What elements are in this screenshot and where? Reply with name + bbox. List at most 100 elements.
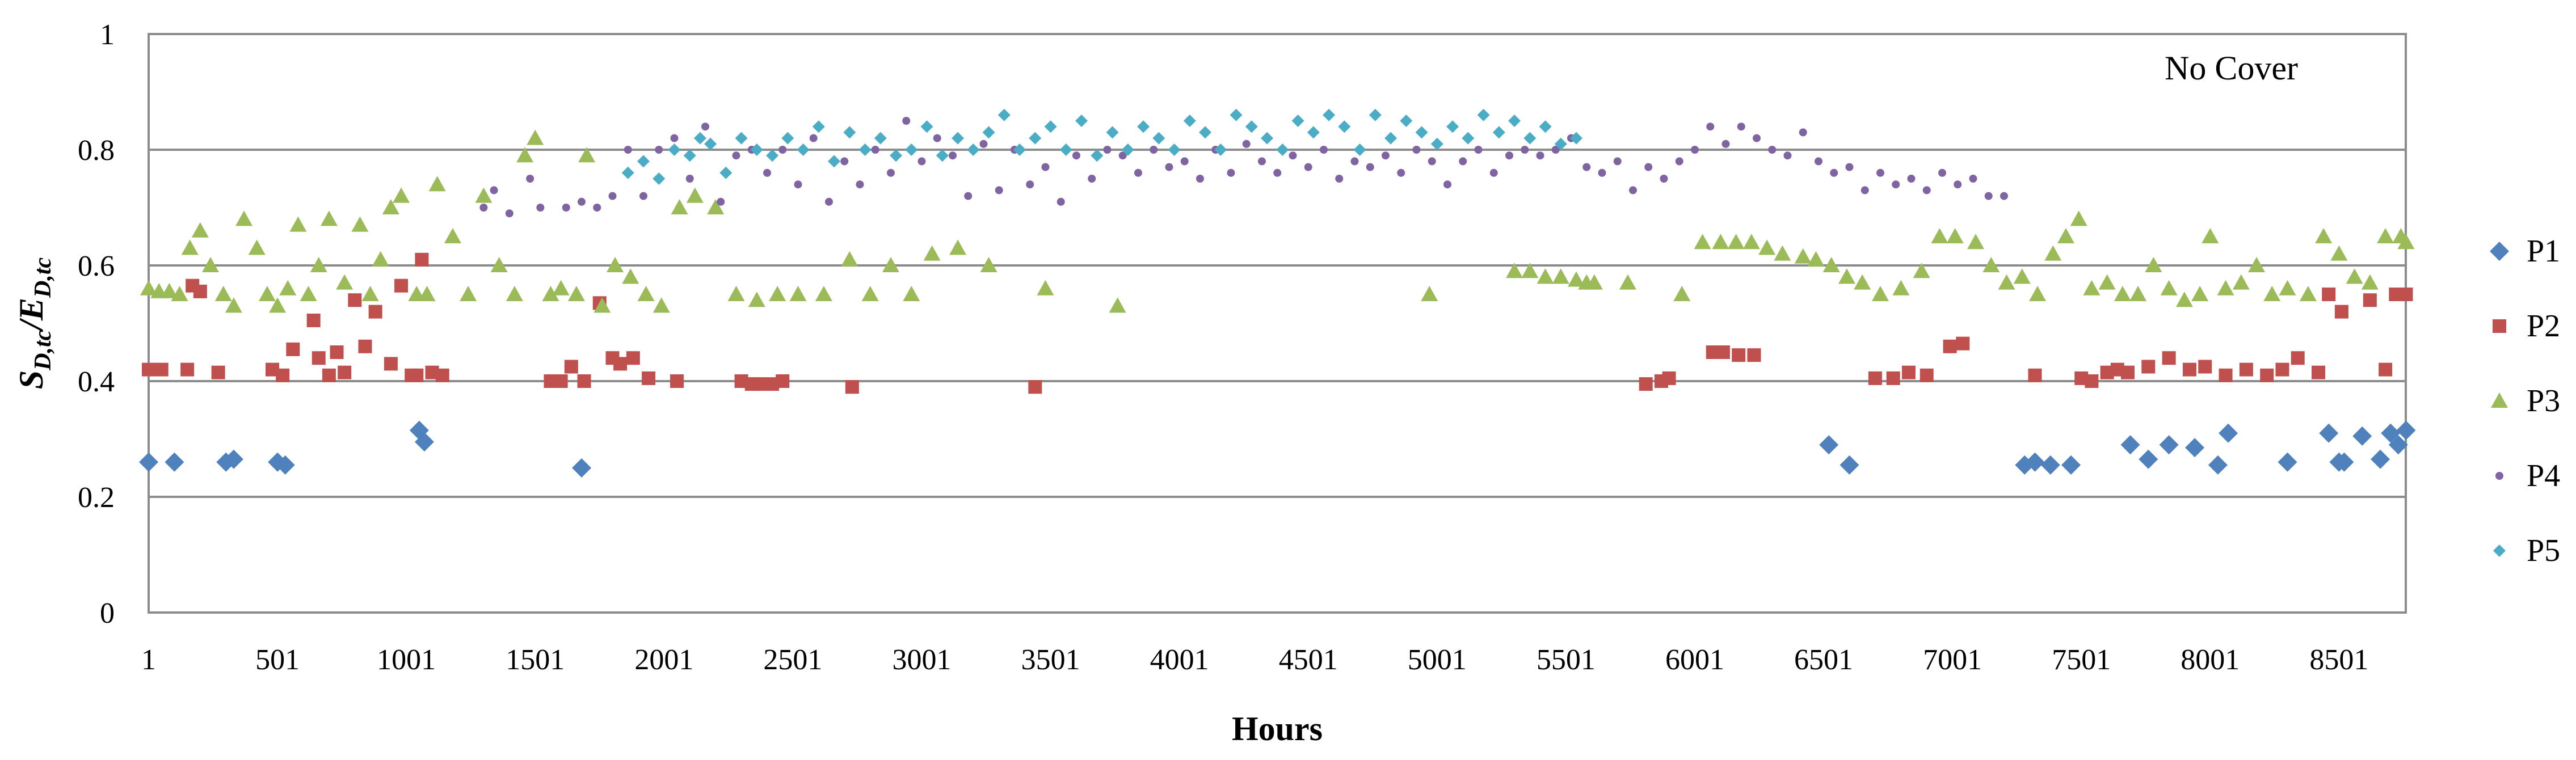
data-point-p4 bbox=[1150, 146, 1158, 154]
data-point-p2 bbox=[1868, 371, 1882, 385]
data-point-p3 bbox=[444, 228, 461, 243]
data-point-p2 bbox=[2379, 362, 2393, 377]
data-point-p5 bbox=[668, 143, 681, 156]
data-point-p5 bbox=[797, 143, 810, 156]
data-point-p3 bbox=[393, 187, 410, 203]
data-point-p3 bbox=[1758, 239, 1776, 255]
legend: P1 P2 P3 P4 P5 bbox=[2490, 234, 2560, 568]
data-point-p2 bbox=[2363, 293, 2377, 307]
data-point-p2 bbox=[384, 357, 398, 371]
data-point-p4 bbox=[778, 146, 787, 154]
y-axis-ticks: 0 0.2 0.4 0.6 0.8 1 bbox=[78, 19, 115, 630]
data-point-p3 bbox=[542, 286, 559, 301]
y-tick-label: 0.6 bbox=[78, 250, 115, 282]
data-point-p1 bbox=[1840, 455, 1859, 475]
data-point-p3 bbox=[2175, 292, 2193, 307]
data-point-p4 bbox=[1428, 157, 1436, 166]
data-point-p4 bbox=[1814, 157, 1822, 166]
data-point-p5 bbox=[1462, 132, 1475, 145]
data-point-p2 bbox=[2334, 305, 2348, 319]
data-point-p3 bbox=[1727, 234, 1745, 250]
data-point-p4 bbox=[1397, 168, 1405, 177]
series-p4 bbox=[479, 117, 2008, 218]
data-point-p5 bbox=[1059, 143, 1072, 156]
y-axis-title-sub: D,tc bbox=[30, 330, 56, 371]
legend-item-p1: P1 bbox=[2490, 234, 2560, 269]
data-point-p3 bbox=[310, 257, 327, 272]
data-point-p3 bbox=[418, 286, 436, 301]
data-point-p3 bbox=[269, 297, 287, 313]
data-point-p3 bbox=[300, 286, 317, 301]
data-point-p5 bbox=[1168, 143, 1181, 156]
x-tick-label: 1501 bbox=[506, 644, 565, 676]
data-point-p4 bbox=[526, 175, 534, 183]
data-point-p2 bbox=[394, 278, 409, 293]
data-point-p3 bbox=[1998, 274, 2015, 290]
data-point-p3 bbox=[882, 257, 899, 272]
data-point-p4 bbox=[856, 180, 864, 189]
data-point-p3 bbox=[1537, 268, 1554, 284]
data-point-p4 bbox=[1984, 192, 1993, 200]
legend-item-p2: P2 bbox=[2493, 309, 2560, 344]
data-point-p3 bbox=[2044, 245, 2062, 261]
data-point-p5 bbox=[1245, 120, 1258, 133]
data-point-p2 bbox=[2182, 362, 2196, 377]
data-point-p4 bbox=[1768, 146, 1777, 154]
data-point-p3 bbox=[1568, 271, 1585, 287]
data-point-p3 bbox=[336, 274, 353, 290]
data-point-p2 bbox=[435, 368, 449, 382]
data-point-p4 bbox=[1644, 163, 1653, 171]
data-point-p1 bbox=[2371, 449, 2390, 469]
legend-label-p4: P4 bbox=[2527, 458, 2560, 493]
legend-item-p4: P4 bbox=[2495, 458, 2560, 493]
data-point-p4 bbox=[995, 186, 1003, 195]
data-point-p4 bbox=[1474, 146, 1483, 154]
x-tick-label: 6001 bbox=[1665, 644, 1724, 676]
data-point-p3 bbox=[707, 199, 725, 214]
data-point-p5 bbox=[704, 137, 717, 150]
data-point-p4 bbox=[608, 192, 617, 200]
data-point-p4 bbox=[490, 186, 498, 195]
data-point-p3 bbox=[1694, 234, 1711, 250]
data-point-p3 bbox=[2070, 210, 2087, 226]
data-point-p3 bbox=[1794, 248, 1812, 264]
data-point-p5 bbox=[1570, 132, 1583, 145]
data-point-p1 bbox=[2061, 455, 2081, 475]
legend-label-p1: P1 bbox=[2527, 234, 2560, 269]
data-point-p4 bbox=[1196, 175, 1204, 183]
data-point-p1 bbox=[2388, 435, 2408, 455]
data-point-p2 bbox=[211, 365, 225, 379]
data-point-p2 bbox=[2028, 368, 2042, 382]
data-point-p5 bbox=[967, 143, 980, 156]
data-point-p4 bbox=[1289, 151, 1297, 160]
data-point-p2 bbox=[286, 342, 300, 356]
data-point-p4 bbox=[1304, 163, 1312, 171]
data-point-p4 bbox=[717, 197, 725, 206]
data-point-p2 bbox=[2120, 365, 2135, 379]
data-point-p3 bbox=[1774, 245, 1791, 261]
data-point-p4 bbox=[1613, 157, 1622, 166]
data-point-p1 bbox=[2208, 455, 2228, 475]
data-point-p3 bbox=[2299, 286, 2317, 301]
data-point-p4 bbox=[1443, 180, 1451, 189]
data-point-p5 bbox=[637, 155, 650, 168]
data-point-p2 bbox=[2291, 351, 2305, 365]
data-point-p3 bbox=[567, 286, 585, 301]
data-point-p4 bbox=[1861, 186, 1869, 195]
data-point-p3 bbox=[815, 286, 832, 301]
data-point-p5 bbox=[1539, 120, 1552, 133]
data-point-p4 bbox=[1737, 123, 1745, 131]
data-point-p2 bbox=[415, 252, 429, 267]
x-tick-label: 3001 bbox=[892, 644, 951, 676]
data-point-p3 bbox=[1619, 274, 1636, 290]
data-point-p2 bbox=[1747, 348, 1761, 362]
data-point-p2 bbox=[142, 362, 155, 377]
data-point-p3 bbox=[2232, 274, 2250, 290]
data-point-p4 bbox=[655, 146, 663, 154]
data-point-p5 bbox=[1307, 126, 1320, 139]
data-point-p2 bbox=[1901, 365, 1916, 379]
x-axis-title: Hours bbox=[1232, 710, 1323, 748]
data-point-p3 bbox=[225, 297, 242, 313]
data-point-p3 bbox=[637, 286, 655, 301]
data-point-p5 bbox=[874, 132, 887, 145]
